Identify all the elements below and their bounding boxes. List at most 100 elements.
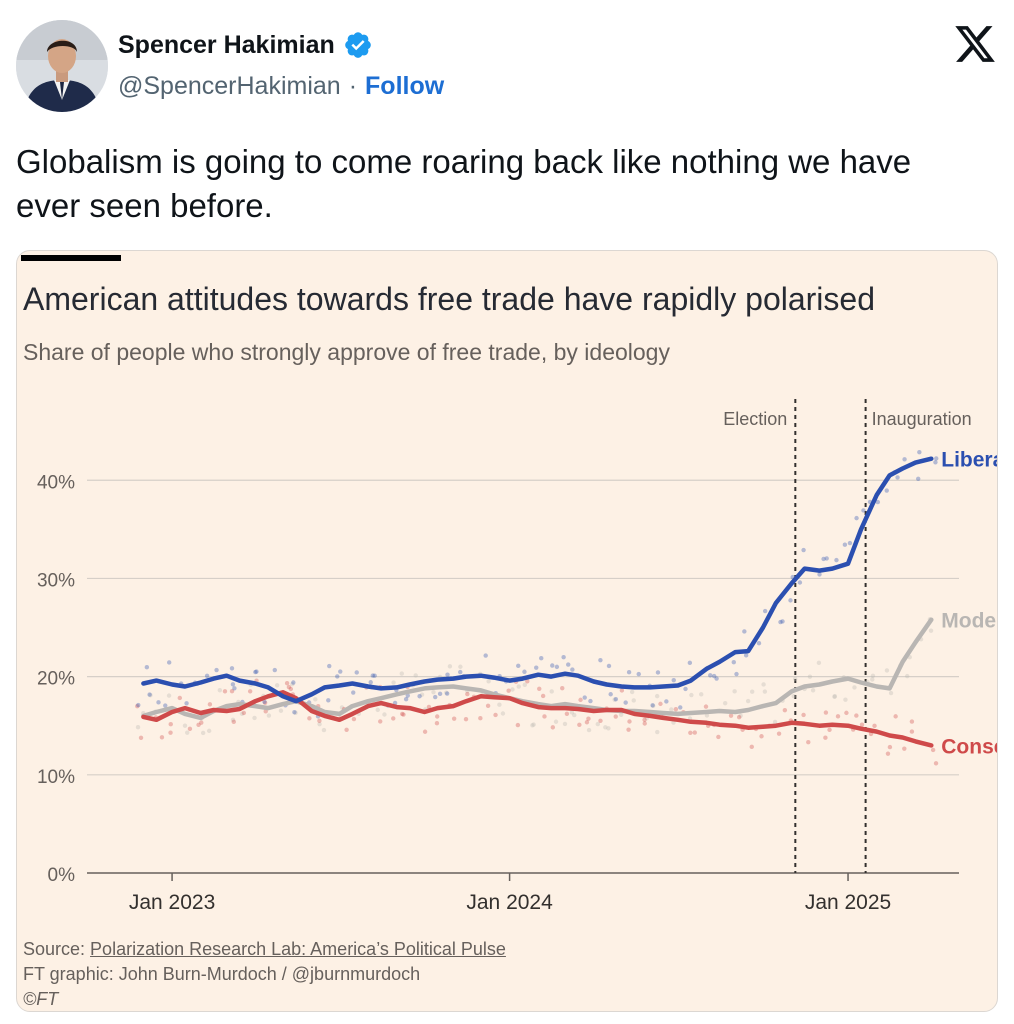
scatter-point [199, 720, 204, 725]
scatter-point [370, 673, 376, 678]
avatar[interactable] [16, 20, 108, 112]
scatter-point [801, 547, 806, 553]
scatter-point [776, 731, 782, 736]
scatter-point [483, 653, 488, 658]
scatter-point [699, 692, 704, 697]
scatter-point [413, 673, 418, 678]
scatter-point [354, 670, 359, 675]
chart-credit: FT graphic: John Burn-Murdoch / @jburnmu… [23, 964, 421, 984]
scatter-point [422, 729, 428, 734]
scatter-point [683, 686, 688, 692]
scatter-point [606, 726, 611, 731]
scatter-point [577, 722, 582, 727]
scatter-point [642, 721, 647, 726]
scatter-point [844, 710, 849, 716]
scatter-point [745, 698, 751, 704]
scatter-point [542, 714, 547, 719]
scatter-point [516, 663, 521, 669]
scatter-point [859, 722, 865, 727]
scatter-point [417, 694, 422, 699]
scatter-point [549, 689, 554, 694]
scatter-point [253, 669, 258, 675]
scatter-point [566, 662, 571, 667]
scatter-point [762, 689, 768, 694]
scatter-point [772, 719, 778, 725]
scatter-point [391, 716, 396, 721]
scatter-point [732, 689, 737, 694]
scatter-point [613, 714, 618, 719]
scatter-point [435, 714, 440, 719]
display-name[interactable]: Spencer Hakimian [118, 30, 335, 59]
scatter-point [595, 721, 601, 727]
scatter-point [852, 685, 857, 690]
series-label-moderate: Moderate [941, 610, 997, 633]
scatter-point [711, 673, 717, 679]
scatter-point [598, 657, 603, 663]
scatter-point [570, 667, 575, 672]
scatter-point [168, 730, 173, 735]
tweet-text: Globalism is going to come roaring back … [16, 143, 912, 224]
scatter-point [797, 580, 803, 585]
scatter-point [791, 693, 796, 699]
scatter-point [458, 664, 463, 669]
scatter-point [807, 674, 813, 679]
scatter-point [759, 734, 764, 739]
x-tick-label: Jan 2025 [805, 891, 891, 914]
scatter-point [847, 540, 853, 546]
scatter-point [254, 669, 259, 674]
scatter-point [445, 672, 450, 677]
scatter-point [447, 664, 453, 669]
scatter-point [522, 682, 527, 688]
scatter-point [642, 717, 647, 722]
scatter-point [284, 680, 290, 686]
scatter-point [731, 660, 736, 665]
scatter-point [749, 744, 754, 750]
scatter-point [714, 676, 719, 681]
scatter-point [537, 686, 542, 691]
scatter-point [569, 710, 575, 715]
handle[interactable]: @SpencerHakimian [118, 72, 341, 100]
y-tick-label: 10% [37, 767, 75, 788]
scatter-point [561, 654, 566, 660]
scatter-point [196, 722, 201, 728]
scatter-point [824, 556, 829, 561]
scatter-point [618, 712, 624, 717]
scatter-point [870, 673, 876, 679]
scatter-point [185, 730, 190, 735]
scatter-point [823, 710, 829, 715]
scatter-point [854, 713, 859, 718]
source-link[interactable]: Polarization Research Lab: America’s Pol… [90, 939, 506, 959]
scatter-point [603, 725, 608, 730]
scatter-point [626, 669, 632, 675]
scatter-point [782, 707, 788, 713]
scatter-point [612, 697, 617, 702]
scatter-point [843, 697, 848, 702]
scatter-point [262, 700, 268, 705]
scatter-point [400, 711, 405, 717]
x-logo-icon[interactable] [952, 22, 998, 66]
scatter-point [497, 702, 502, 707]
scatter-point [247, 689, 253, 694]
follow-button[interactable]: Follow [365, 72, 445, 100]
scatter-point [688, 730, 693, 735]
scatter-point [317, 721, 322, 727]
scatter-point [458, 669, 463, 675]
scatter-point [827, 727, 832, 732]
scatter-point [704, 713, 710, 718]
chart-card[interactable]: 0% 10% 20% 30% 40% Jan 2023 Jan 2024 Jan 2025 El… [16, 250, 998, 1012]
scatter-point [816, 660, 822, 666]
scatter-point [658, 701, 663, 707]
scatter-point [893, 714, 898, 719]
scatter-point [842, 542, 848, 547]
scatter-point [608, 692, 613, 697]
scatter-point [486, 679, 491, 684]
y-tick-label: 20% [37, 669, 75, 690]
scatter-point [510, 687, 515, 692]
source-prefix: Source: [23, 939, 91, 959]
scatter-point [291, 680, 296, 685]
scatter-point [550, 663, 555, 668]
scatter-point [861, 508, 866, 513]
scatter-point [933, 761, 939, 766]
scatter-point [588, 698, 593, 704]
scatter-point [778, 619, 783, 625]
